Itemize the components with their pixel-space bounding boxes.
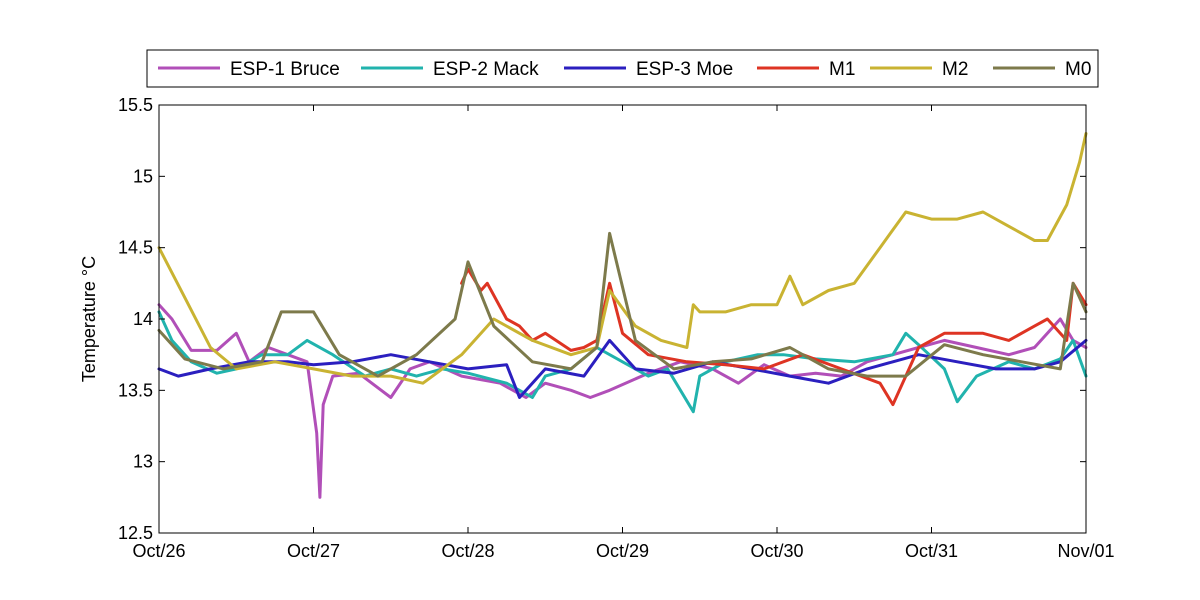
y-tick-label: 15 bbox=[133, 166, 153, 186]
legend-label: ESP-3 Moe bbox=[636, 59, 733, 80]
x-tick-label: Oct/28 bbox=[441, 541, 494, 561]
y-tick-label: 13 bbox=[133, 452, 153, 472]
y-tick-label: 15.5 bbox=[118, 95, 153, 115]
legend-label: M1 bbox=[829, 59, 855, 80]
legend-label: M2 bbox=[942, 59, 968, 80]
x-tick-label: Nov/01 bbox=[1057, 541, 1114, 561]
series-line-m1 bbox=[460, 267, 1088, 407]
series-line-m0 bbox=[157, 231, 1088, 378]
x-tick-label: Oct/26 bbox=[132, 541, 185, 561]
x-tick-label: Oct/27 bbox=[287, 541, 340, 561]
x-tick-label: Oct/30 bbox=[750, 541, 803, 561]
plot-area: Oct/26 Oct/27 Oct/28 Oct/29 Oct/30 Oct/31 Nov/… bbox=[118, 95, 1115, 561]
legend-label: M0 bbox=[1065, 59, 1091, 80]
legend: ESP-1 Bruce ESP-2 Mack ESP-3 Moe M1 M2 M0 bbox=[146, 49, 1099, 88]
y-axis-title: Temperature °C bbox=[79, 256, 99, 382]
y-tick-label: 13.5 bbox=[118, 380, 153, 400]
x-axis: Oct/26 Oct/27 Oct/28 Oct/29 Oct/30 Oct/31 Nov/… bbox=[132, 105, 1115, 561]
y-tick-label: 12.5 bbox=[118, 523, 153, 543]
series-layer bbox=[157, 132, 1088, 499]
x-tick-label: Oct/31 bbox=[905, 541, 958, 561]
y-tick-label: 14 bbox=[133, 309, 153, 329]
x-tick-label: Oct/29 bbox=[596, 541, 649, 561]
y-tick-label: 14.5 bbox=[118, 238, 153, 258]
series-line-m2 bbox=[157, 132, 1088, 385]
legend-label: ESP-1 Bruce bbox=[230, 59, 340, 80]
y-axis: 12.5 13 13.5 14 14.5 15 15.5 bbox=[118, 95, 1086, 543]
legend-label: ESP-2 Mack bbox=[433, 59, 539, 80]
